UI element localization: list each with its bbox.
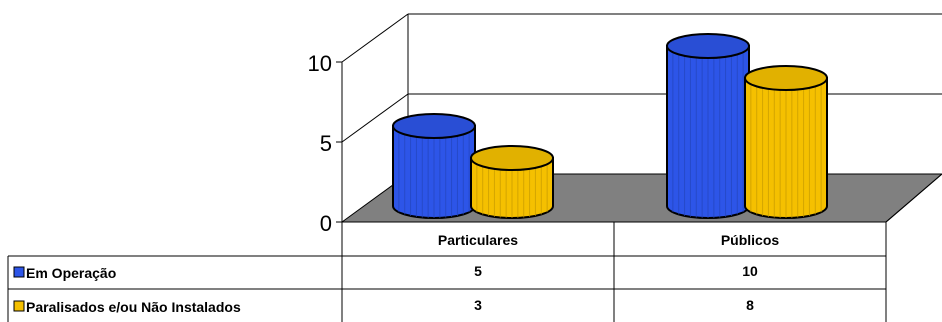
bar-cylinder xyxy=(392,113,476,219)
category-header: Particulares xyxy=(438,232,518,248)
gridline-mid-side xyxy=(341,93,409,143)
value-cell: 10 xyxy=(742,263,758,279)
data-table: Particulares Públicos Em Operação 5 10 P… xyxy=(7,173,942,322)
y-tick-label: 10 xyxy=(308,51,332,76)
series-label: Paralisados e/ou Não Instalados xyxy=(26,299,241,315)
bar-cylinder xyxy=(470,145,554,219)
bar-cylinder xyxy=(744,65,828,219)
y-axis: 10 5 0 xyxy=(308,51,342,236)
y-tick-label: 5 xyxy=(320,131,332,156)
legend-swatch xyxy=(13,300,25,312)
bar-cylinder xyxy=(666,33,750,219)
value-cell: 8 xyxy=(746,297,754,313)
value-cell: 5 xyxy=(474,263,482,279)
gridline-top-side xyxy=(341,13,409,63)
table-grid xyxy=(7,173,942,322)
series-label: Em Operação xyxy=(26,265,116,281)
y-tick-label: 0 xyxy=(320,211,332,236)
bars xyxy=(392,33,828,219)
value-cell: 3 xyxy=(474,297,482,313)
legend-swatch xyxy=(13,266,25,278)
category-header: Públicos xyxy=(721,232,780,248)
